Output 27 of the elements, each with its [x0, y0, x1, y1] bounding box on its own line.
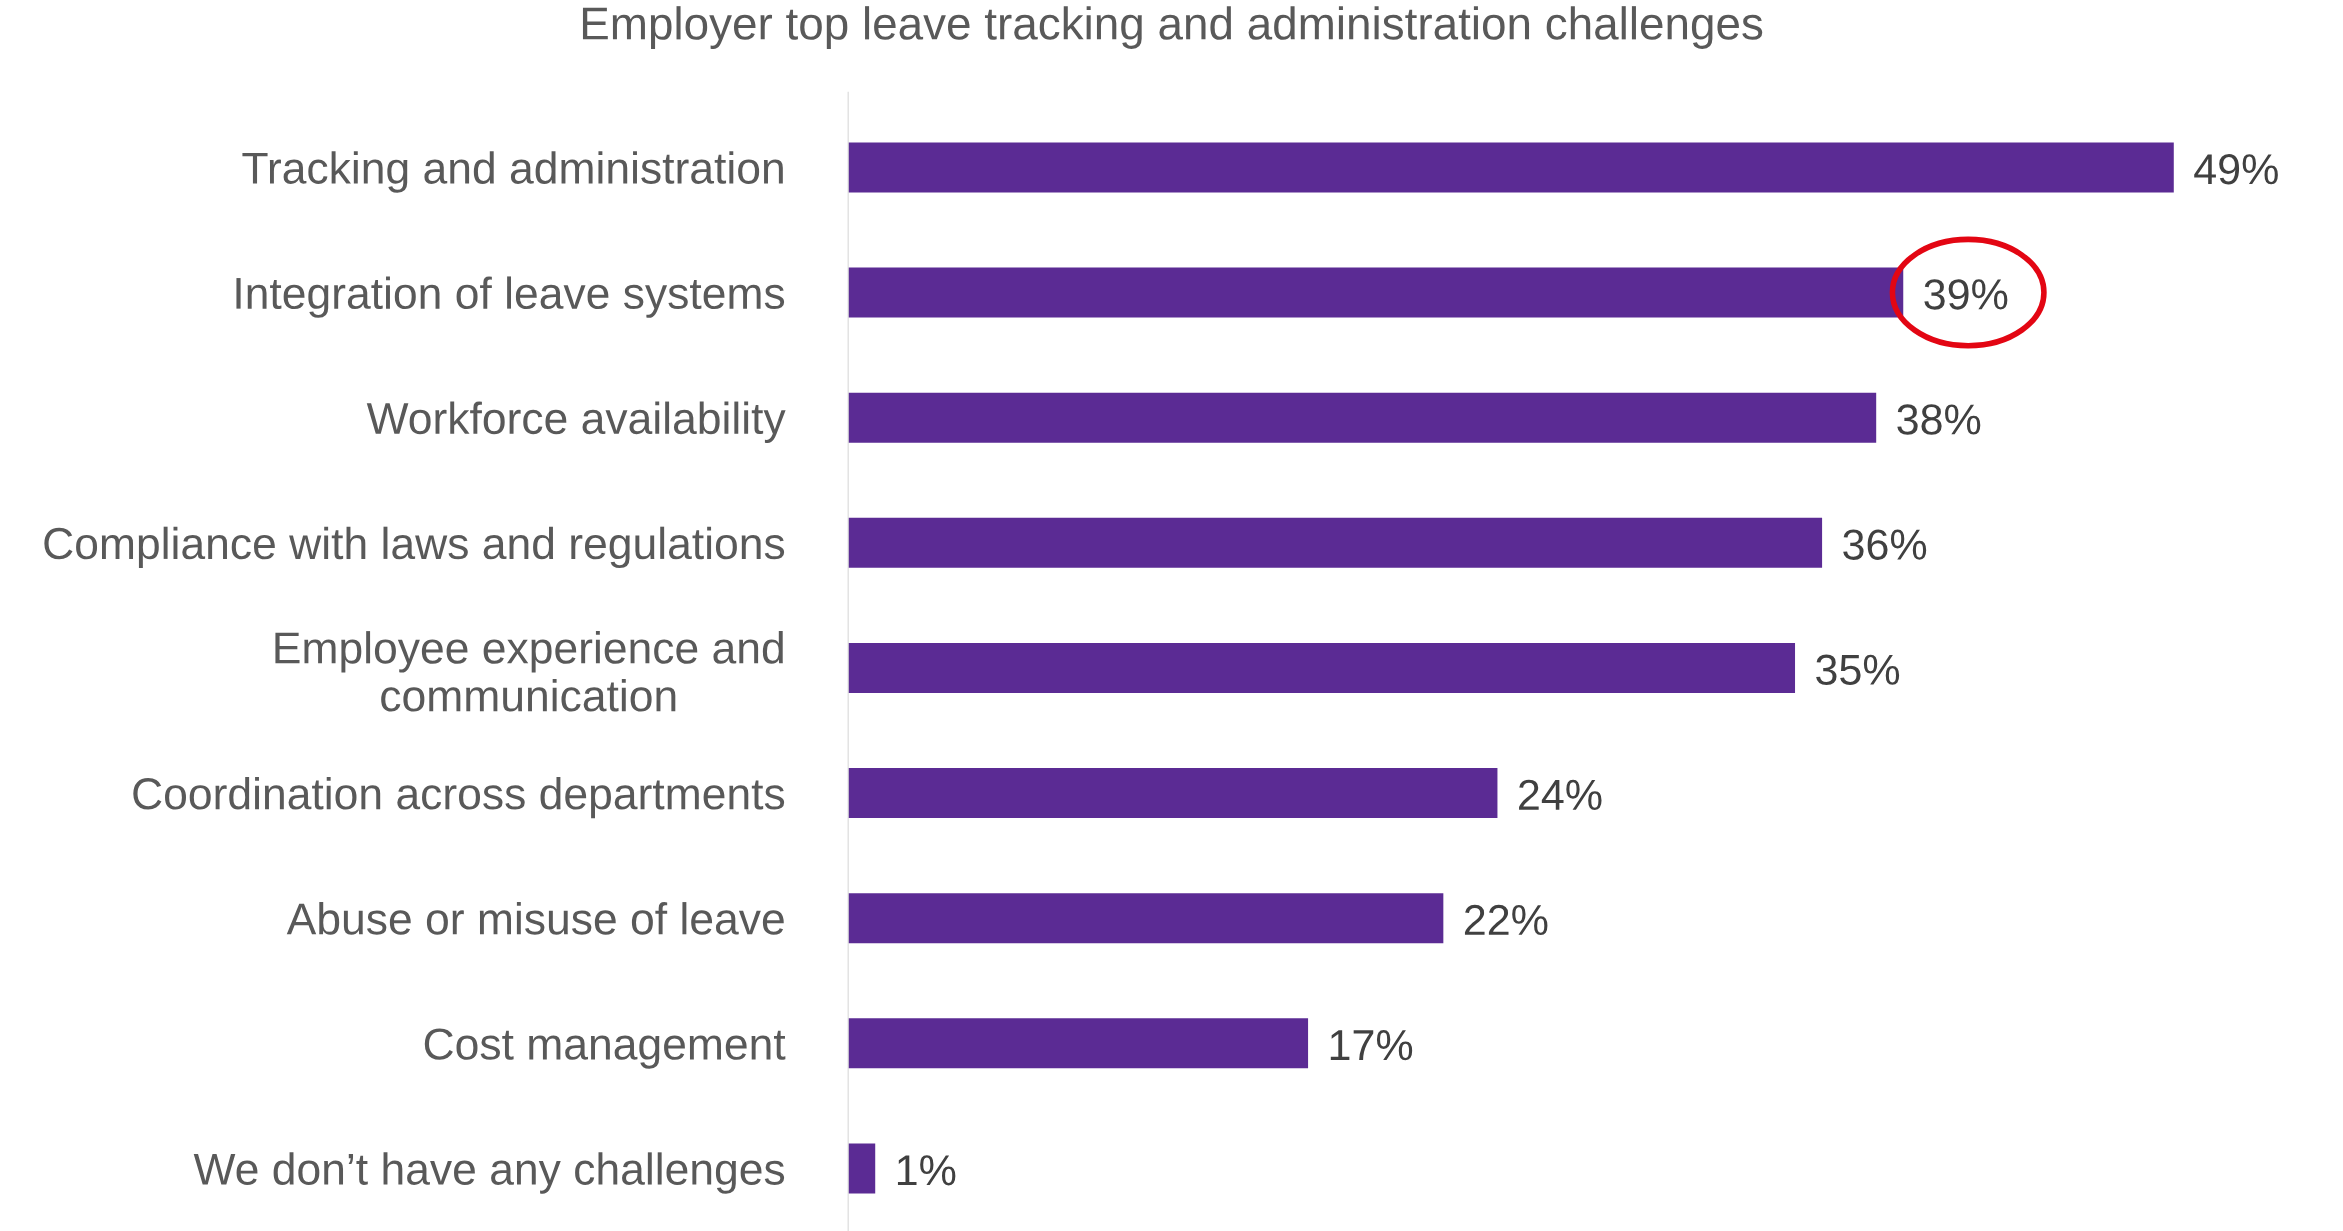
y-tick-label: We don’t have any challenges [193, 1152, 785, 1194]
y-tick-label: Coordination across departments [133, 776, 785, 819]
bar [848, 517, 1823, 568]
bar [848, 1018, 1309, 1069]
y-tick-label: Integration of leave systems [236, 276, 785, 318]
data-label: 38% [1897, 404, 1981, 435]
data-label: 1% [897, 1155, 956, 1186]
data-label: 49% [2194, 154, 2278, 185]
y-tick-label: Compliance with laws and regulations [44, 526, 785, 569]
y-tick-label: Cost management [424, 1028, 786, 1069]
data-label: 22% [1464, 904, 1548, 936]
y-tick-label: Workforce availability [366, 401, 786, 443]
data-label: 39% [1924, 279, 2008, 310]
bar [848, 392, 1877, 443]
y-tick-label: Employee experience and communication [275, 631, 783, 712]
chart-title: Employer top leave tracking and administration challenges [582, 6, 1763, 49]
bar [848, 768, 1498, 819]
data-label: 36% [1843, 529, 1927, 560]
data-label: 35% [1816, 654, 1900, 686]
bar [848, 642, 1796, 693]
y-tick-label: Tracking and administration [242, 151, 783, 193]
data-label: 17% [1330, 1030, 1413, 1061]
y-tick-label: Abuse or misuse of leave [286, 902, 784, 935]
data-label: 24% [1519, 779, 1602, 810]
bar [848, 142, 2174, 193]
bar [848, 1143, 876, 1194]
bar [848, 893, 1444, 944]
